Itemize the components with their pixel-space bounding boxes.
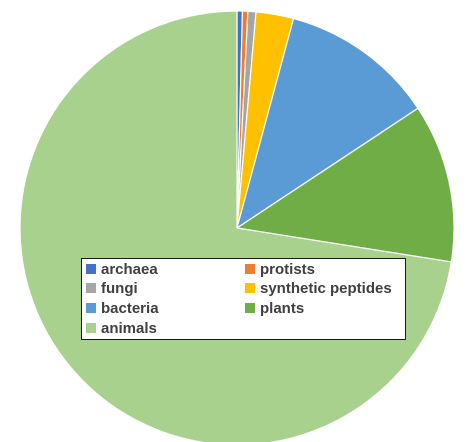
legend-label-archaea: archaea — [101, 260, 158, 278]
legend-label-protists: protists — [260, 260, 316, 278]
legend-item-protists: protists — [245, 259, 315, 279]
legend-swatch-protists — [245, 264, 255, 274]
legend-label-plants: plants — [260, 299, 305, 317]
legend-item-synthetic-peptides: synthetic peptides — [245, 278, 392, 298]
legend-item-fungi: fungi — [86, 278, 138, 298]
legend-item-bacteria: bacteria — [86, 298, 159, 318]
legend-swatch-fungi — [86, 283, 96, 293]
legend-swatch-bacteria — [86, 303, 96, 313]
legend-item-animals: animals — [86, 318, 157, 338]
pie-slice-plants — [236, 107, 455, 263]
chart-legend: archaea protists fungi synthetic peptide… — [81, 258, 406, 340]
legend-label-bacteria: bacteria — [101, 299, 159, 317]
legend-label-animals: animals — [101, 319, 157, 337]
legend-label-fungi: fungi — [101, 279, 138, 297]
pie-slice-bacteria — [236, 17, 419, 229]
legend-label-synthetic-peptides: synthetic peptides — [260, 279, 392, 297]
legend-item-plants: plants — [245, 298, 304, 318]
legend-swatch-archaea — [86, 264, 96, 274]
legend-swatch-synthetic-peptides — [245, 283, 255, 293]
legend-item-archaea: archaea — [86, 259, 158, 279]
legend-swatch-plants — [245, 303, 255, 313]
legend-swatch-animals — [86, 323, 96, 333]
